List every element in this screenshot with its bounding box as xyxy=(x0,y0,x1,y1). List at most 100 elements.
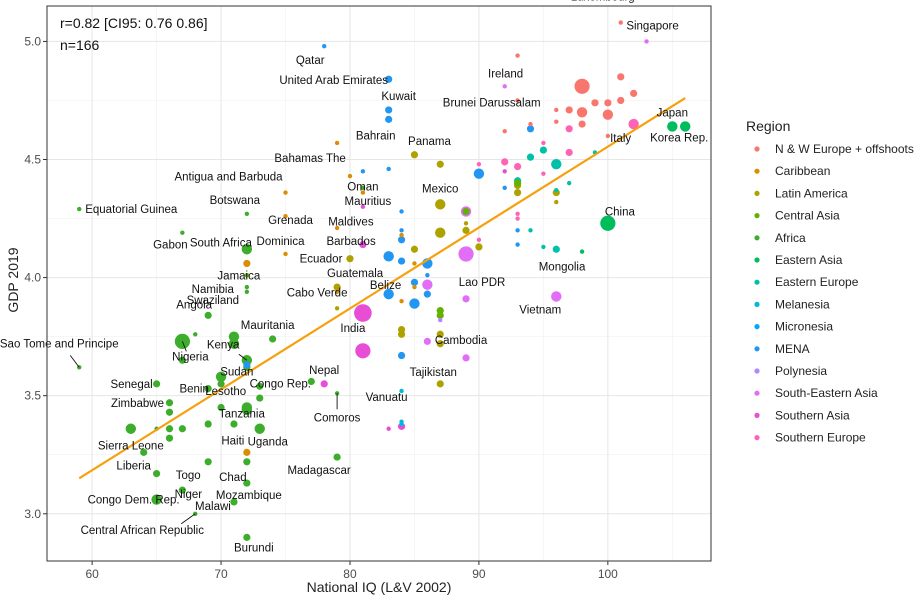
legend-swatch xyxy=(754,235,760,241)
point-label: Lesotho xyxy=(205,386,246,398)
data-point xyxy=(178,356,186,364)
data-point xyxy=(359,240,367,249)
data-point xyxy=(360,204,366,209)
point-label: Korea Rep. xyxy=(650,132,708,144)
data-point xyxy=(462,354,470,362)
data-point xyxy=(355,343,371,359)
data-point xyxy=(463,221,469,226)
data-point xyxy=(254,423,265,434)
point-label: Sierra Leone xyxy=(98,441,164,453)
data-point xyxy=(462,226,470,234)
x-tick-label: 100 xyxy=(598,567,618,581)
legend-swatch xyxy=(754,390,760,396)
point-label: Mexico xyxy=(422,183,458,195)
data-point xyxy=(576,107,588,118)
point-label: Barbados xyxy=(326,236,375,248)
legend-swatch xyxy=(754,213,760,219)
point-label: Congo Dem. Rep. xyxy=(88,495,180,507)
data-point xyxy=(256,394,264,402)
data-point xyxy=(554,119,559,124)
data-point xyxy=(515,242,520,247)
data-point xyxy=(243,448,251,456)
data-point xyxy=(554,199,559,205)
data-point xyxy=(385,106,393,114)
data-point xyxy=(180,230,185,235)
data-point xyxy=(397,236,406,244)
data-point xyxy=(617,73,625,81)
legend-item-label: Melanesia xyxy=(775,297,830,311)
data-point xyxy=(269,335,277,343)
point-label: Madagascar xyxy=(287,465,350,477)
data-point xyxy=(204,311,212,319)
data-point xyxy=(515,216,520,221)
legend-swatch xyxy=(754,190,760,196)
point-label: United Arab Emirates xyxy=(279,75,388,87)
data-point xyxy=(322,43,327,49)
data-point xyxy=(578,120,586,128)
data-point xyxy=(354,304,372,322)
data-point xyxy=(204,420,212,428)
point-label: Angola xyxy=(176,299,212,311)
point-label: Bahamas The xyxy=(274,153,345,165)
data-point xyxy=(515,98,520,103)
data-point xyxy=(604,99,612,107)
data-point xyxy=(204,458,212,466)
point-label: Equatorial Guinea xyxy=(85,204,178,216)
point-label: Cabo Verde xyxy=(287,287,348,299)
data-point xyxy=(565,148,573,157)
data-point xyxy=(618,20,623,25)
point-label: Belize xyxy=(370,280,401,292)
data-point xyxy=(385,115,393,123)
data-point xyxy=(399,228,404,233)
legend-item-label: South-Eastern Asia xyxy=(775,386,878,400)
data-point xyxy=(347,173,353,179)
data-point xyxy=(458,246,474,262)
data-point xyxy=(541,171,546,176)
data-point xyxy=(360,169,366,174)
data-point xyxy=(174,333,190,349)
data-point xyxy=(541,140,546,146)
label-leader-line xyxy=(69,355,80,368)
data-point xyxy=(399,421,404,427)
point-label: Lao PDR xyxy=(459,277,506,289)
data-point xyxy=(228,338,240,349)
point-label: Vanuatu xyxy=(366,392,408,404)
data-point xyxy=(399,388,404,394)
legend-swatch xyxy=(754,368,760,374)
data-point xyxy=(215,371,227,382)
data-point xyxy=(244,273,250,278)
label-leader-line xyxy=(238,353,248,361)
point-label: Central African Republic xyxy=(81,525,205,537)
data-point xyxy=(515,53,520,58)
data-point xyxy=(422,279,433,290)
x-tick-label: 70 xyxy=(214,567,228,581)
point-label: Italy xyxy=(610,133,631,145)
x-tick-label: 90 xyxy=(472,567,486,581)
x-tick-label: 60 xyxy=(85,567,99,581)
data-point xyxy=(539,146,547,154)
data-point xyxy=(165,399,174,407)
legend-item-label: Polynesia xyxy=(775,364,827,378)
y-tick-label: 3.5 xyxy=(24,389,41,403)
legend-item-label: Caribbean xyxy=(775,164,830,178)
legend-swatch xyxy=(754,412,760,418)
point-label: Haiti xyxy=(221,435,244,447)
legend-title: Region xyxy=(746,118,790,134)
grid xyxy=(47,6,711,561)
data-point xyxy=(241,244,253,255)
data-point xyxy=(140,448,148,456)
data-point xyxy=(462,207,470,216)
data-point xyxy=(283,251,288,257)
trend-line xyxy=(78,97,686,480)
point-label: Ireland xyxy=(488,69,523,81)
point-label: Nigeria xyxy=(172,351,209,363)
legend-swatch xyxy=(754,324,760,330)
point-label: Senegal xyxy=(110,379,152,391)
data-point xyxy=(346,255,354,263)
point-label: Congo Rep. xyxy=(250,379,311,391)
data-point xyxy=(241,404,253,416)
data-point xyxy=(333,283,341,291)
point-label: Mozambique xyxy=(216,490,282,502)
data-point xyxy=(244,289,250,294)
